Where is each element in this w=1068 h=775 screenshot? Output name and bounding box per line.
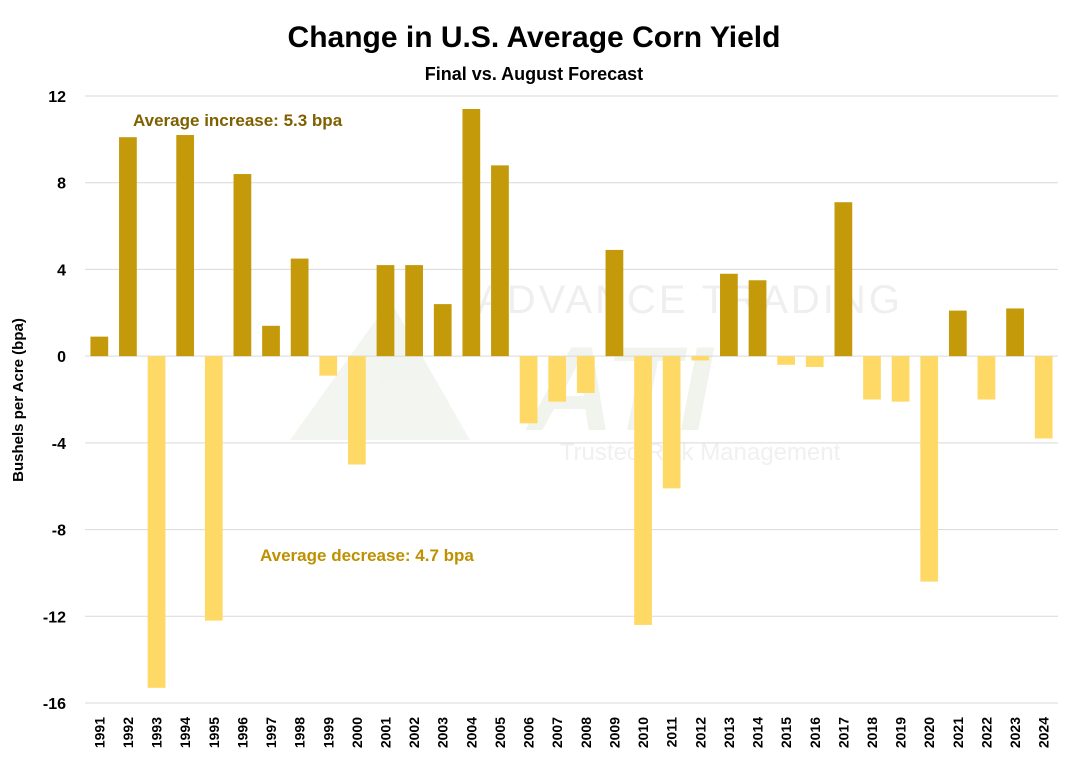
x-tick-label: 1995 (206, 717, 222, 748)
bar-1999 (319, 356, 338, 376)
x-tick-label: 2019 (893, 717, 909, 748)
bar-1997 (262, 325, 280, 357)
bar-1992 (119, 137, 137, 357)
x-tick-label: 2016 (807, 717, 823, 748)
x-tick-label: 2005 (492, 717, 508, 748)
bar-2001 (376, 265, 395, 357)
y-tick-label: -16 (43, 696, 66, 713)
x-tick-label: 2003 (435, 717, 451, 748)
bar-1994 (176, 135, 195, 357)
bar-2011 (662, 356, 681, 489)
x-tick-label: 2023 (1007, 717, 1023, 748)
x-tick-label: 2017 (835, 717, 851, 748)
x-axis-ticks: 1991 1992 1993 1994 1995 1996 1997 1998 1999 2000… (91, 717, 1051, 748)
x-tick-label: 2009 (606, 717, 622, 748)
y-axis-label: Bushels per Acre (bpa) (10, 318, 27, 482)
y-axis-ticks: 12 8 4 0 -4 -8 -12 -16 (43, 89, 66, 713)
watermark-tagline: Trusted Risk Management (560, 439, 841, 466)
x-tick-label: 2011 (664, 717, 680, 748)
bar-2004 (462, 109, 481, 357)
x-tick-label: 1992 (120, 717, 136, 748)
bar-1991 (90, 336, 109, 357)
x-tick-label: 1997 (263, 717, 279, 748)
bar-2014 (748, 280, 767, 357)
x-tick-label: 1991 (91, 717, 107, 748)
x-tick-label: 2022 (978, 717, 994, 748)
bar-2006 (519, 356, 538, 424)
x-tick-label: 2015 (778, 717, 794, 748)
bar-2008 (576, 356, 595, 393)
bar-2009 (605, 249, 624, 357)
x-tick-label: 2008 (578, 717, 594, 748)
x-tick-label: 2006 (521, 717, 537, 748)
bar-1995 (204, 356, 223, 621)
bar-2015 (777, 356, 796, 365)
bar-2024 (1034, 356, 1053, 439)
y-tick-label: 0 (57, 349, 66, 366)
x-tick-label: 2018 (864, 717, 880, 748)
x-tick-label: 2013 (721, 717, 737, 748)
bar-2016 (805, 356, 824, 367)
bar-2019 (891, 356, 910, 402)
bar-1993 (147, 356, 166, 688)
x-tick-label: 1994 (177, 717, 193, 748)
bar-2022 (977, 356, 996, 400)
x-tick-label: 2012 (692, 717, 708, 748)
y-tick-label: -12 (43, 609, 66, 626)
x-tick-label: 2020 (921, 717, 937, 748)
x-tick-label: 1999 (320, 717, 336, 748)
bar-2007 (548, 356, 567, 402)
bar-2020 (920, 356, 939, 582)
bar-1996 (233, 174, 252, 357)
y-tick-label: -4 (52, 436, 66, 453)
y-tick-label: 8 (57, 176, 66, 193)
y-tick-label: 4 (57, 262, 66, 279)
chart-subtitle: Final vs. August Forecast (425, 64, 643, 84)
bar-2002 (405, 265, 423, 357)
annotation-average-increase: Average increase: 5.3 bpa (133, 111, 343, 130)
x-tick-label: 2010 (635, 717, 651, 748)
chart-title: Change in U.S. Average Corn Yield (288, 21, 781, 54)
x-tick-label: 2007 (549, 717, 565, 748)
x-tick-label: 2004 (463, 717, 479, 748)
bar-2003 (433, 304, 452, 357)
bar-2017 (834, 202, 853, 357)
bar-2021 (948, 310, 967, 357)
bar-2023 (1006, 308, 1024, 357)
bar-2010 (634, 356, 652, 625)
x-tick-label: 2021 (950, 717, 966, 748)
bar-1998 (290, 258, 309, 357)
bar-2012 (691, 356, 710, 361)
x-tick-label: 1998 (292, 717, 308, 748)
x-tick-label: 1993 (149, 717, 165, 748)
y-tick-label: 12 (48, 89, 66, 106)
x-tick-label: 2024 (1036, 717, 1052, 748)
x-tick-label: 1996 (234, 717, 250, 748)
bars (90, 109, 1053, 688)
bar-2000 (347, 356, 366, 465)
annotation-average-decrease: Average decrease: 4.7 bpa (260, 546, 474, 565)
x-tick-label: 2014 (750, 717, 766, 748)
bar-2018 (863, 356, 881, 400)
watermark-brand: ADVANCE TRADING (477, 278, 903, 322)
x-tick-label: 2000 (349, 717, 365, 748)
x-tick-label: 2002 (406, 717, 422, 748)
x-tick-label: 2001 (377, 717, 393, 748)
bar-2005 (491, 165, 509, 357)
watermark-logo-triangle (290, 300, 470, 440)
bar-2013 (720, 273, 738, 357)
y-tick-label: -8 (52, 523, 66, 540)
